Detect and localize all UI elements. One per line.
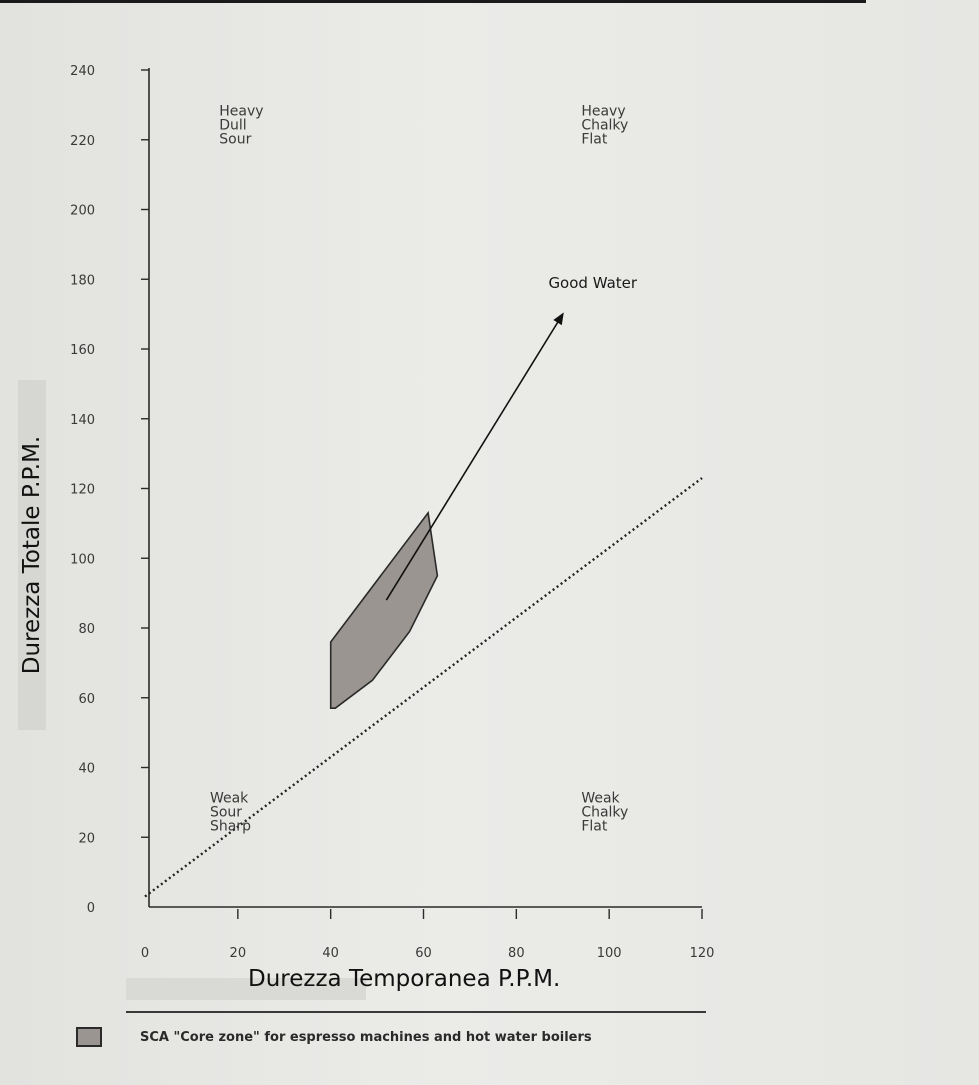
y-tick-label-120: 120 xyxy=(70,483,95,498)
legend-swatch-core-zone xyxy=(76,1027,102,1047)
legend: SCA "Core zone" for espresso machines an… xyxy=(76,1027,592,1047)
zone-label-1-line-1: Chalky xyxy=(581,117,628,133)
y-axis-label: Durezza Totale P.P.M. xyxy=(19,435,45,675)
y-tick-label-100: 100 xyxy=(70,552,95,567)
zone-label-3-line-2: Flat xyxy=(581,818,608,834)
legend-divider xyxy=(126,1011,706,1013)
x-axis-label: Durezza Temporanea P.P.M. xyxy=(248,966,561,992)
good-water-label: Good Water xyxy=(548,274,637,292)
y-tick-label-240: 240 xyxy=(70,64,95,79)
y-tick-label-60: 60 xyxy=(78,692,95,707)
zone-label-2-line-1: Sour xyxy=(210,804,242,820)
x-tick-label-120: 120 xyxy=(690,946,715,961)
top-rule xyxy=(0,0,866,3)
y-tick-label-220: 220 xyxy=(70,134,95,149)
zone-label-1-line-0: Heavy xyxy=(581,103,625,119)
y-tick-label-140: 140 xyxy=(70,413,95,428)
y-tick-label-160: 160 xyxy=(70,343,95,358)
zone-label-0-line-0: Heavy xyxy=(219,103,263,119)
reference-line xyxy=(144,477,703,898)
zone-label-3-line-1: Chalky xyxy=(581,804,628,820)
y-axis-label-band xyxy=(18,380,46,730)
good-water-arrow xyxy=(385,312,564,601)
x-tick-label-60: 60 xyxy=(415,946,432,961)
y-tick-label-80: 80 xyxy=(78,622,95,637)
zone-label-0-line-1: Dull xyxy=(219,117,246,133)
zone-label-0-line-2: Sour xyxy=(219,131,251,147)
y-tick-label-40: 40 xyxy=(78,762,95,777)
zone-label-3-line-0: Weak xyxy=(581,790,620,806)
zone-label-2-line-0: Weak xyxy=(210,790,249,806)
y-tick-label-20: 20 xyxy=(78,831,95,846)
y-tick-label-0: 0 xyxy=(87,901,95,916)
x-tick-label-100: 100 xyxy=(597,946,622,961)
y-tick-label-200: 200 xyxy=(70,204,95,219)
zone-label-2-line-2: Sharp xyxy=(210,818,251,834)
x-axis-label-band xyxy=(126,978,366,1000)
legend-label-core-zone: SCA "Core zone" for espresso machines an… xyxy=(140,1029,592,1045)
zone-label-1-line-2: Flat xyxy=(581,131,608,147)
x-tick-label-20: 20 xyxy=(230,946,247,961)
y-tick-label-180: 180 xyxy=(70,273,95,288)
x-tick-label-80: 80 xyxy=(508,946,525,961)
x-tick-label-40: 40 xyxy=(322,946,339,961)
x-tick-label-0: 0 xyxy=(141,946,149,961)
